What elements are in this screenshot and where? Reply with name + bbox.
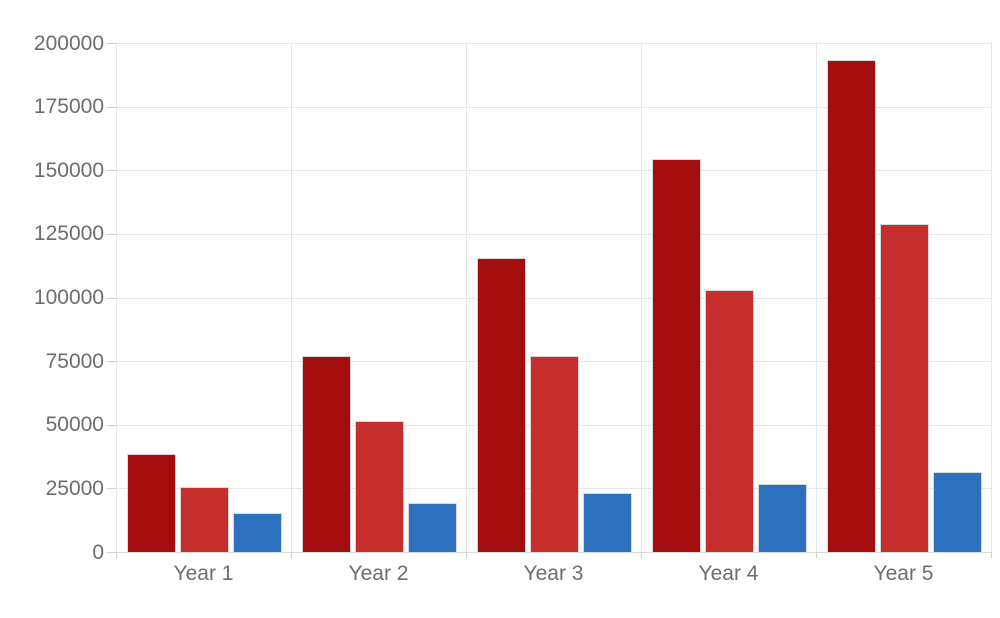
y-axis-label: 125000 [33,222,104,246]
y-axis-label: 25000 [45,476,104,500]
x-axis-tick [116,552,117,558]
v-gridline [816,43,817,552]
x-axis-tick [466,552,467,558]
y-axis-tick [107,170,116,172]
h-gridline [116,170,991,172]
x-axis-tick [641,552,642,558]
bar-dark-red-series-year-2 [302,355,351,552]
y-axis-label: 175000 [33,95,104,119]
y-axis-tick [107,106,116,108]
bar-dark-red-series-year-4 [652,158,701,552]
plot-area [116,43,992,553]
x-axis-label: Year 1 [173,562,234,585]
x-axis-tick [816,552,817,558]
x-axis-tick [291,552,292,558]
v-gridline [291,43,292,552]
v-gridline [466,43,467,552]
x-axis-tick [991,552,992,558]
bar-dark-red-series-year-1 [127,454,176,552]
y-axis-label: 50000 [45,413,104,437]
y-axis-tick [107,488,116,490]
h-gridline [116,297,991,299]
h-gridline [116,552,991,553]
bar-blue-series-year-2 [408,502,457,552]
y-axis-label: 0 [92,540,104,564]
y-axis-tick [107,552,116,553]
bar-dark-red-series-year-3 [477,257,526,552]
y-axis-label: 150000 [33,158,104,182]
bar-blue-series-year-1 [233,513,282,552]
h-gridline [116,106,991,108]
h-gridline [116,233,991,235]
bar-red-series-year-3 [530,355,579,552]
bar-blue-series-year-4 [758,483,807,552]
v-gridline [641,43,642,552]
y-axis-label: 100000 [33,286,104,309]
v-gridline [991,43,992,552]
y-axis-tick [107,233,116,235]
x-axis-label: Year 3 [523,562,584,585]
bar-blue-series-year-3 [583,493,632,552]
x-axis-label: Year 5 [873,562,934,585]
y-axis-tick [107,297,116,299]
bar-red-series-year-4 [705,289,754,552]
y-axis-tick [107,361,116,363]
bar-blue-series-year-5 [933,471,982,552]
y-axis-tick [107,43,116,44]
x-axis-label: Year 4 [698,562,759,585]
h-gridline [116,43,991,44]
y-axis-tick [107,424,116,426]
y-axis-label: 200000 [33,31,104,55]
bar-dark-red-series-year-5 [827,59,876,552]
bar-red-series-year-1 [180,487,229,552]
x-axis-label: Year 2 [348,562,409,585]
bar-red-series-year-5 [880,224,929,552]
y-axis-label: 75000 [45,349,104,373]
bar-red-series-year-2 [355,421,404,552]
v-gridline [116,43,117,552]
